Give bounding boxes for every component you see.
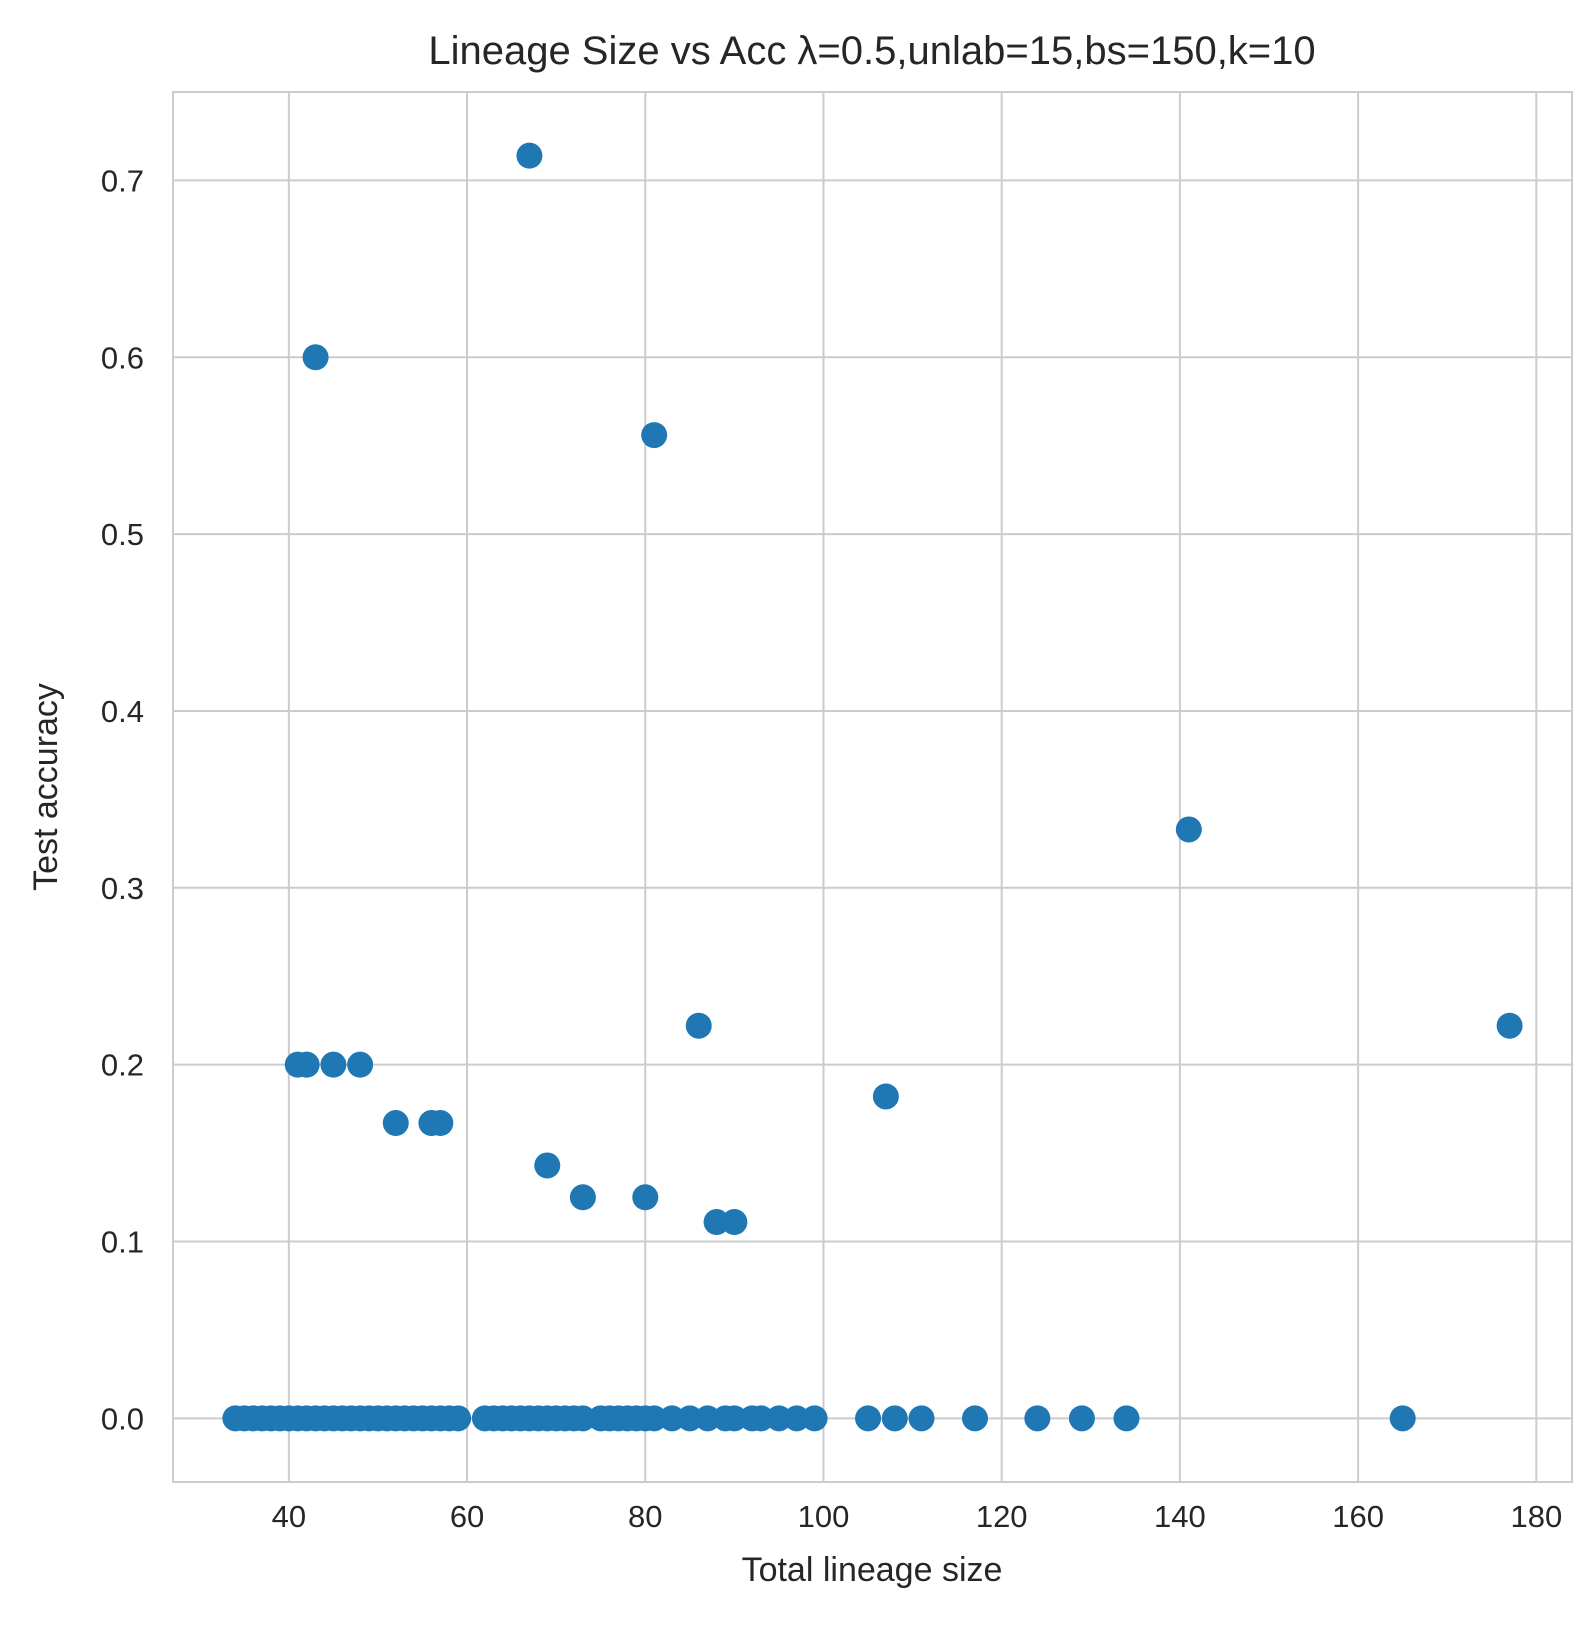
y-tick-label: 0.1 xyxy=(101,1224,144,1259)
scatter-point xyxy=(516,142,543,169)
scatter-point xyxy=(721,1209,748,1236)
scatter-point xyxy=(1175,816,1202,843)
y-tick-label: 0.3 xyxy=(101,871,144,906)
y-tick-labels: 0.0 0.1 0.2 0.3 0.4 0.5 0.6 0.7 xyxy=(101,163,144,1436)
scatter-point xyxy=(1068,1405,1095,1432)
scatter-point xyxy=(659,1405,686,1432)
x-tick-label: 180 xyxy=(1510,1499,1562,1534)
y-tick-label: 0.2 xyxy=(101,1048,144,1083)
scatter-point xyxy=(427,1110,454,1137)
y-tick-label: 0.4 xyxy=(101,694,144,729)
scatter-point xyxy=(632,1184,659,1211)
scatter-point xyxy=(855,1405,882,1432)
chart-title: Lineage Size vs Acc λ=0.5,unlab=15,bs=15… xyxy=(428,29,1315,73)
x-tick-labels: 40 60 80 100 120 140 160 180 xyxy=(272,1499,1563,1534)
scatter-point xyxy=(685,1012,712,1039)
x-tick-label: 100 xyxy=(798,1499,850,1534)
scatter-point xyxy=(694,1405,721,1432)
y-tick-label: 0.7 xyxy=(101,163,144,198)
scatter-point xyxy=(347,1051,374,1078)
x-tick-label: 80 xyxy=(628,1499,662,1534)
scatter-point xyxy=(801,1405,828,1432)
y-axis-label: Test accuracy xyxy=(27,683,65,891)
scatter-point xyxy=(1389,1405,1416,1432)
x-tick-label: 40 xyxy=(272,1499,306,1534)
scatter-point xyxy=(676,1405,703,1432)
y-tick-label: 0.5 xyxy=(101,517,144,552)
scatter-point xyxy=(1024,1405,1051,1432)
scatter-point xyxy=(382,1110,409,1137)
scatter-point xyxy=(641,1405,668,1432)
scatter-point xyxy=(1113,1405,1140,1432)
x-tick-label: 140 xyxy=(1154,1499,1206,1534)
y-tick-label: 0.0 xyxy=(101,1401,144,1436)
scatter-point xyxy=(569,1184,596,1211)
scatter-point xyxy=(908,1405,935,1432)
scatter-point xyxy=(534,1152,561,1179)
scatter-point xyxy=(872,1083,899,1110)
scatter-point xyxy=(320,1051,347,1078)
scatter-point xyxy=(881,1405,908,1432)
plot-frame xyxy=(172,91,1573,1483)
scatter-point xyxy=(783,1405,810,1432)
scatter-point xyxy=(569,1405,596,1432)
scatter-point xyxy=(748,1405,775,1432)
scatter-point xyxy=(703,1209,730,1236)
grid-lines xyxy=(173,92,1572,1482)
scatter-point xyxy=(302,344,329,371)
x-tick-label: 160 xyxy=(1332,1499,1384,1534)
scatter-point xyxy=(961,1405,988,1432)
scatter-point xyxy=(293,1051,320,1078)
scatter-point xyxy=(445,1405,472,1432)
data-points xyxy=(222,142,1523,1432)
scatter-point xyxy=(765,1405,792,1432)
x-tick-label: 60 xyxy=(450,1499,484,1534)
scatter-point xyxy=(1496,1012,1523,1039)
scatter-point xyxy=(641,422,668,449)
scatter-point xyxy=(721,1405,748,1432)
x-tick-label: 120 xyxy=(976,1499,1028,1534)
y-tick-label: 0.6 xyxy=(101,340,144,375)
x-axis-label: Total lineage size xyxy=(742,1551,1003,1589)
